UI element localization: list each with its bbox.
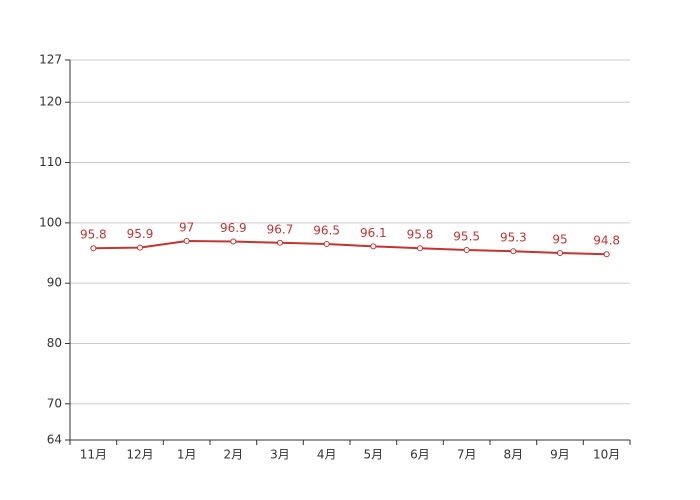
x-tick-label: 5月	[364, 448, 384, 462]
x-tick-label: 3月	[270, 448, 290, 462]
data-point	[137, 244, 143, 251]
data-label: 95.9	[127, 227, 154, 241]
data-label: 96.5	[313, 223, 340, 237]
data-point	[510, 248, 517, 255]
y-tick-label: 110	[39, 155, 62, 169]
x-tick-label: 7月	[457, 448, 477, 462]
data-point	[90, 245, 97, 252]
y-tick-label: 127	[39, 53, 62, 67]
y-tick-label: 70	[47, 396, 62, 410]
data-point	[417, 245, 423, 252]
x-tick-label: 8月	[504, 448, 524, 462]
x-tick-label: 2月	[224, 448, 244, 462]
data-point	[183, 237, 190, 244]
data-label: 95.8	[80, 228, 107, 242]
x-tick-label: 11月	[80, 448, 107, 462]
data-label: 95.5	[453, 230, 480, 244]
y-tick-label: 90	[47, 276, 62, 290]
x-tick-label: 10月	[593, 448, 620, 462]
data-label: 97	[179, 220, 194, 234]
x-tick-label: 6月	[410, 448, 430, 462]
data-label: 96.7	[267, 222, 294, 236]
y-tick-label: 120	[39, 95, 62, 109]
data-point	[463, 247, 470, 253]
data-point	[603, 251, 610, 258]
data-point	[323, 240, 330, 247]
data-point	[370, 243, 377, 250]
x-tick-label: 9月	[550, 448, 570, 462]
y-tick-label: 80	[47, 336, 62, 350]
data-label: 96.9	[220, 221, 247, 235]
x-tick-label: 12月	[126, 448, 153, 462]
data-label: 95.8	[407, 228, 434, 242]
y-tick-label: 64	[47, 433, 62, 447]
data-label: 94.8	[593, 234, 620, 248]
data-label: 95.3	[500, 231, 527, 245]
data-point	[230, 238, 237, 245]
data-label: 96.1	[360, 226, 387, 240]
x-tick-label: 4月	[317, 448, 337, 462]
data-point	[557, 250, 563, 257]
data-line	[93, 239, 607, 256]
x-tick-label: 1月	[177, 448, 197, 462]
y-tick-label: 100	[39, 215, 62, 229]
data-label: 95	[552, 233, 567, 247]
data-point	[277, 239, 283, 246]
